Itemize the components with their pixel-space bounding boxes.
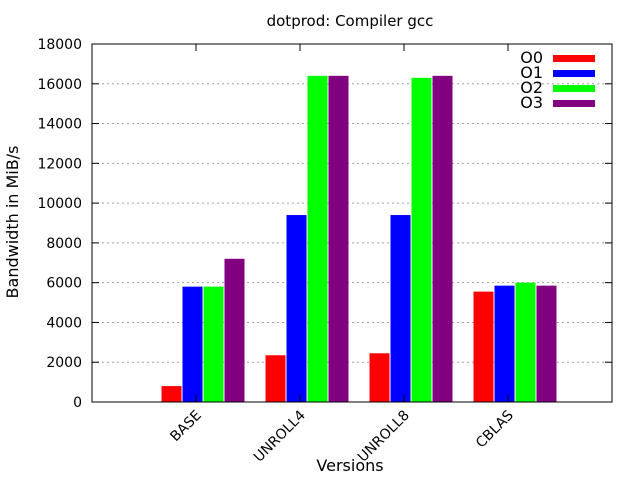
y-tick-label: 6000 — [46, 276, 82, 292]
y-axis-label: Bandwidth in MiB/s — [3, 146, 22, 299]
bar-o0-unroll8 — [369, 353, 390, 402]
y-tick-label: 18000 — [37, 37, 82, 53]
y-tick-label: 8000 — [46, 236, 82, 252]
legend-swatch — [553, 100, 595, 107]
y-tick-label: 14000 — [37, 117, 82, 133]
bar-o2-base — [203, 286, 224, 402]
legend-label: O0 — [520, 48, 543, 67]
bar-o3-cblas — [536, 285, 557, 402]
y-tick-label: 2000 — [46, 355, 82, 371]
bar-o1-base — [182, 286, 203, 402]
y-tick-label: 12000 — [37, 156, 82, 172]
legend-label: O2 — [520, 78, 543, 97]
bar-o0-unroll4 — [265, 355, 286, 402]
bar-o0-base — [161, 386, 182, 402]
bar-o1-unroll8 — [390, 215, 411, 402]
x-tick-label: CBLAS — [473, 407, 517, 451]
legend-label: O1 — [520, 63, 543, 82]
bar-o3-base — [224, 258, 245, 402]
y-tick-label: 4000 — [46, 315, 82, 331]
bar-o1-cblas — [494, 285, 515, 402]
bar-o3-unroll8 — [432, 75, 453, 403]
bar-o1-unroll4 — [286, 215, 307, 402]
chart-title: dotprod: Compiler gcc — [267, 12, 434, 30]
plot-frame — [91, 43, 613, 403]
x-axis-label: Versions — [316, 456, 383, 475]
y-tick-label: 16000 — [37, 77, 82, 93]
legend-swatch — [553, 70, 595, 77]
grid — [92, 83, 612, 363]
bar-o2-unroll4 — [307, 75, 328, 403]
x-tick-label: BASE — [167, 408, 204, 445]
bars — [161, 75, 557, 403]
legend-swatch — [553, 55, 595, 62]
bar-o2-unroll8 — [411, 77, 432, 403]
bar-o0-cblas — [473, 291, 494, 402]
bar-o2-cblas — [515, 282, 536, 402]
y-tick-label: 10000 — [37, 196, 82, 212]
y-tick-label: 0 — [73, 395, 82, 411]
x-tick-label: UNROLL4 — [251, 407, 309, 465]
legend-swatch — [553, 85, 595, 92]
bar-o3-unroll4 — [328, 75, 349, 403]
legend-label: O3 — [520, 93, 543, 112]
